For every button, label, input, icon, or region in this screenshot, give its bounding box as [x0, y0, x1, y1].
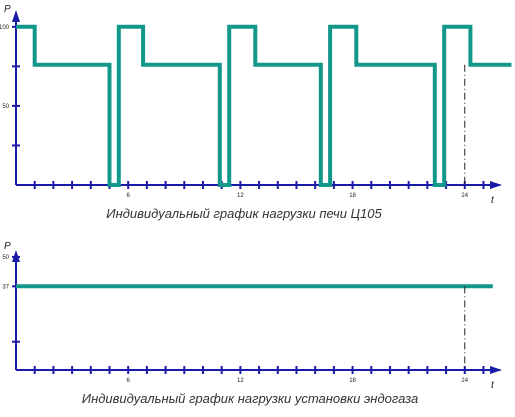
- y-tick-label: 50: [2, 104, 9, 110]
- chart-title: Индивидуальный график нагрузки печи Ц105: [106, 206, 382, 221]
- x-tick-label: 18: [349, 378, 356, 384]
- x-tick-label: 6: [127, 193, 131, 199]
- y-ticks: 37 50: [2, 255, 20, 343]
- x-tick-label: 12: [237, 193, 244, 199]
- x-axis-arrow: [490, 366, 502, 374]
- y-tick-label: 100: [0, 25, 10, 31]
- x-axis-label: t: [491, 195, 495, 206]
- y-axis-label: P: [4, 241, 11, 252]
- x-tick-label: 6: [127, 378, 131, 384]
- chart-endogas: 6 12 18 24 37 50 P t Индивидуальный график н…: [2, 241, 502, 406]
- x-tick-label: 24: [461, 378, 468, 384]
- x-tick-label: 12: [237, 378, 244, 384]
- x-axis-label: t: [491, 380, 495, 391]
- series-group: [16, 24, 512, 187]
- x-ticks: 6 12 18 24: [33, 366, 485, 384]
- y-tick-label: 37: [2, 284, 9, 290]
- load-series-line: [16, 24, 512, 187]
- y-axis-arrow: [12, 10, 20, 22]
- y-axis-label: P: [4, 4, 11, 15]
- x-axis-arrow: [490, 181, 502, 189]
- x-tick-label: 18: [349, 193, 356, 199]
- y-tick-label: 50: [2, 255, 9, 261]
- x-tick-label: 24: [461, 193, 468, 199]
- chart-title: Индивидуальный график нагрузки установки…: [82, 391, 418, 406]
- chart-furnace: 6 12 18 24 50 100 P t Индивидуальный график …: [0, 4, 512, 221]
- x-ticks: 6 12 18 24: [33, 181, 485, 199]
